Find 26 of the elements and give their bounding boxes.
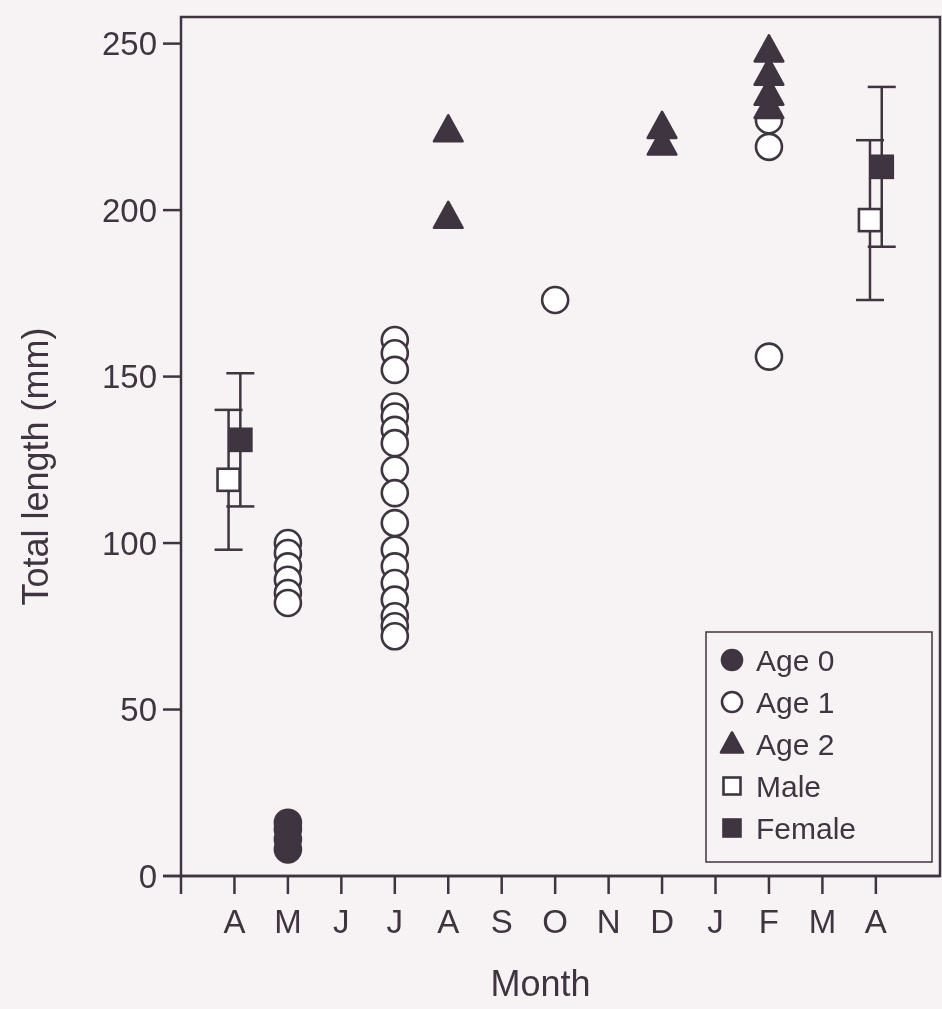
- y-tick-label: 0: [138, 857, 157, 895]
- y-tick-label: 150: [101, 358, 157, 396]
- x-axis-title: Month: [490, 963, 591, 1004]
- x-tick-label: J: [386, 903, 404, 940]
- y-tick-label: 200: [101, 191, 157, 229]
- x-tick-label: M: [808, 903, 837, 940]
- y-axis-title: Total length (mm): [15, 327, 56, 606]
- x-tick-label: N: [596, 903, 621, 940]
- x-tick-label: A: [437, 903, 460, 940]
- y-tick-label: 50: [120, 691, 157, 729]
- x-tick-label: D: [650, 903, 674, 940]
- x-tick-label: O: [542, 903, 568, 940]
- x-tick-label: A: [223, 903, 246, 940]
- legend-label: Male: [756, 769, 822, 803]
- legend-label: Age 1: [756, 685, 835, 719]
- x-tick-label: J: [707, 903, 724, 940]
- x-tick-label: J: [333, 903, 350, 940]
- x-tick-label: A: [864, 903, 887, 940]
- legend-label: Female: [756, 811, 857, 845]
- x-tick-label: M: [274, 903, 302, 940]
- x-tick-label: S: [490, 903, 513, 940]
- x-tick-label: F: [758, 903, 780, 940]
- legend-label: Age 2: [756, 727, 835, 761]
- y-tick-label: 250: [101, 25, 157, 63]
- legend-label: Age 0: [756, 643, 835, 677]
- y-tick-label: 100: [101, 524, 157, 562]
